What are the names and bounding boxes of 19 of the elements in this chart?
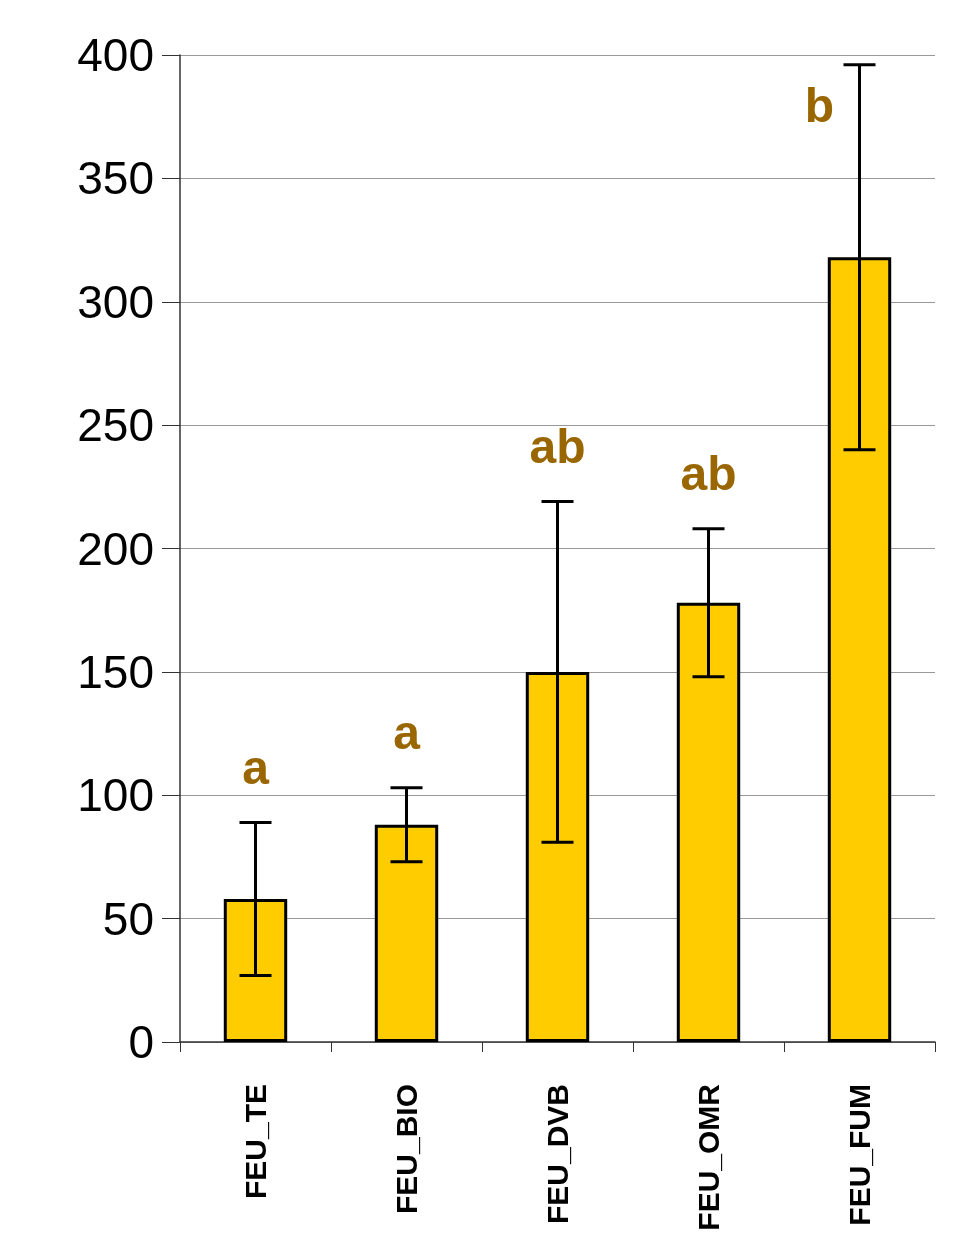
y-tick-label: 250 bbox=[77, 399, 154, 452]
y-tick-label: 50 bbox=[102, 892, 154, 945]
x-tick-label: FEU_FUM bbox=[843, 1084, 876, 1226]
x-tick-label: FEU_TE bbox=[239, 1084, 272, 1200]
y-tick-label: 150 bbox=[77, 645, 154, 698]
y-tick-label: 200 bbox=[77, 522, 154, 575]
y-tick-label: 0 bbox=[128, 1016, 154, 1068]
annotation: b bbox=[804, 78, 835, 132]
y-tick-label: 400 bbox=[77, 29, 154, 81]
annotation: a bbox=[242, 740, 270, 794]
y-tick-label: 300 bbox=[77, 275, 154, 328]
y-tick-label: 100 bbox=[77, 769, 154, 822]
y-tick-label: 350 bbox=[77, 152, 154, 205]
annotation: ab bbox=[680, 447, 737, 501]
annotation: ab bbox=[529, 420, 586, 474]
x-tick-label: FEU_BIO bbox=[390, 1084, 423, 1215]
annotation: a bbox=[393, 706, 421, 760]
x-tick-label: FEU_DVB bbox=[541, 1084, 574, 1225]
x-tick-label: FEU_OMR bbox=[692, 1083, 725, 1231]
